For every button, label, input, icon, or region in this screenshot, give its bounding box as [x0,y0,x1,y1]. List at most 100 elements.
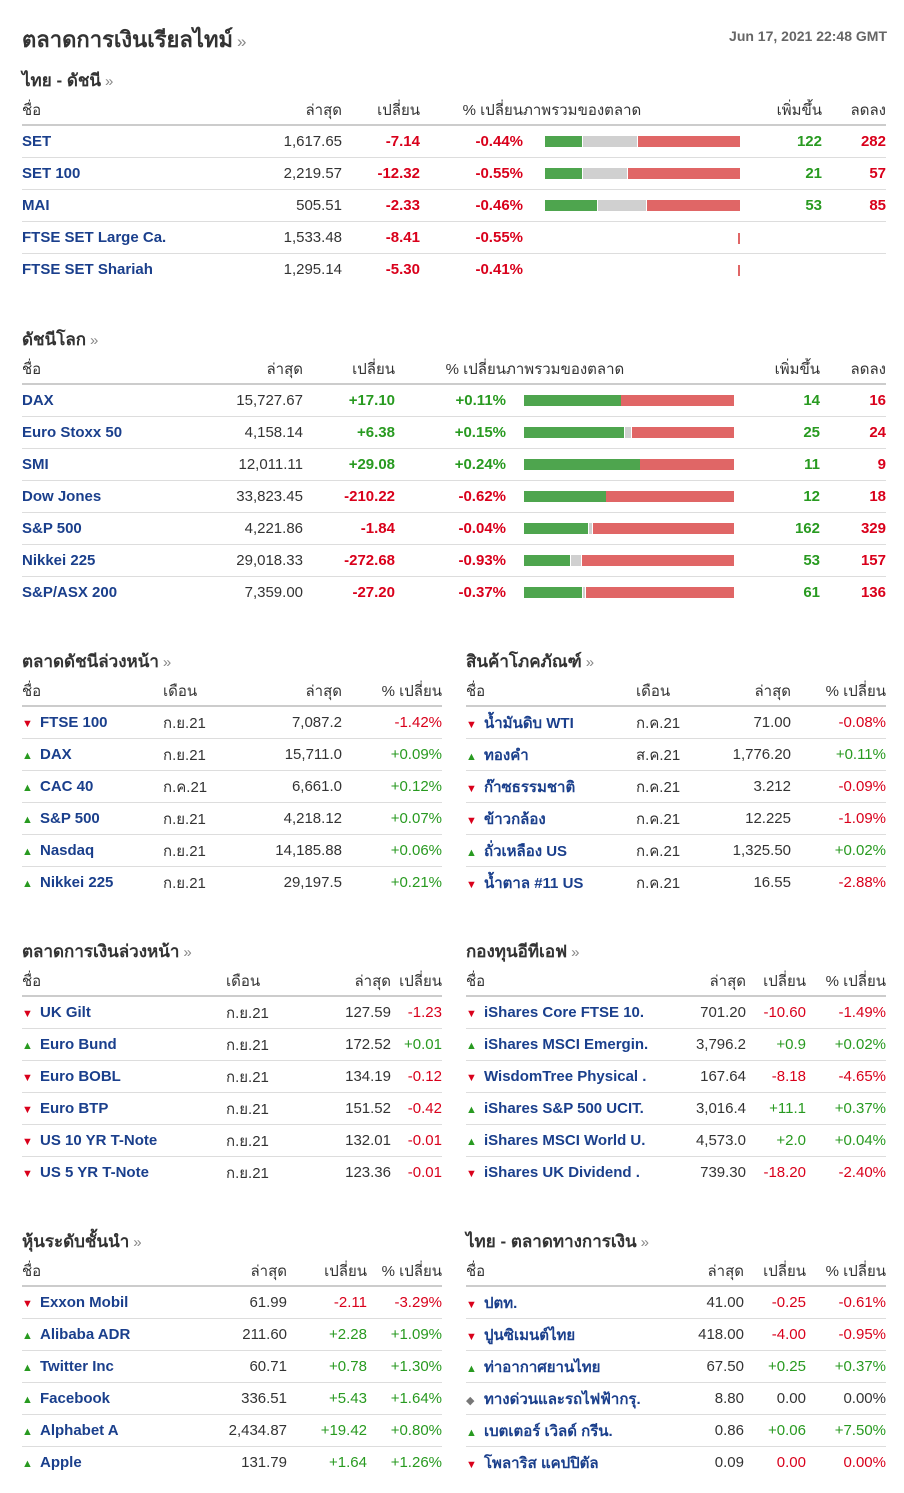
instrument-name-link[interactable]: ▲ CAC 40 [22,770,163,803]
col-header[interactable]: ชื่อ [22,677,163,707]
table-row[interactable]: ▲ Alphabet A 2,434.87 +19.42 +0.80% [22,1414,442,1447]
instrument-name-link[interactable]: ▲ ท่าอากาศยานไทย [466,1350,676,1383]
table-row[interactable]: ▼ US 5 YR T-Note ก.ย.21 123.36 -0.01 [22,1157,442,1189]
instrument-name-link[interactable]: ▼ ปตท. [466,1286,676,1319]
instrument-name-link[interactable]: ▲ ทองคำ [466,738,636,771]
col-header[interactable]: ชื่อ [466,677,636,707]
index-name-link[interactable]: MAI [22,189,207,222]
col-header[interactable]: % เปลี่ยน [791,677,886,707]
instrument-name-link[interactable]: ▲ Facebook [22,1382,197,1415]
table-row[interactable]: ▲ CAC 40 ก.ค.21 6,661.0 +0.12% [22,770,442,803]
instrument-name-link[interactable]: ▲ Twitter Inc [22,1350,197,1383]
instrument-name-link[interactable]: ▼ iShares UK Dividend . [466,1157,676,1189]
instrument-name-link[interactable]: ▼ ปูนซิเมนต์ไทย [466,1318,676,1351]
col-header[interactable]: เปลี่ยน [746,967,806,997]
table-row[interactable]: ▲ ทองคำ ส.ค.21 1,776.20 +0.11% [466,738,886,771]
col-header[interactable]: ชื่อ [22,967,226,997]
col-header[interactable]: เปลี่ยน [744,1257,806,1287]
table-row[interactable]: ▲ Euro Bund ก.ย.21 172.52 +0.01 [22,1028,442,1061]
table-row[interactable]: ▲ S&P 500 ก.ย.21 4,218.12 +0.07% [22,802,442,835]
col-header[interactable]: % เปลี่ยน [367,1257,442,1287]
table-row[interactable]: ▼ น้ำมันดิบ WTI ก.ค.21 71.00 -0.08% [466,706,886,739]
instrument-name-link[interactable]: ▲ DAX [22,738,163,771]
table-row[interactable]: ▼ iShares UK Dividend . 739.30 -18.20 -2.40% [466,1157,886,1189]
col-header[interactable]: ล่าสุด [207,96,342,126]
table-row[interactable]: ◆ ทางด่วนและรถไฟฟ้ากรุ. 8.80 0.00 0.00% [466,1382,886,1415]
table-row[interactable]: ▲ Apple 131.79 +1.64 +1.26% [22,1447,442,1479]
table-row[interactable]: ▼ Euro BOBL ก.ย.21 134.19 -0.12 [22,1060,442,1093]
table-row[interactable]: ▼ ข้าวกล้อง ก.ค.21 12.225 -1.09% [466,802,886,835]
col-header[interactable]: ล่าสุด [296,967,391,997]
table-row[interactable]: ▼ โพลาริส แคปปิตัล 0.09 0.00 0.00% [466,1447,886,1479]
table-row[interactable]: ▲ iShares MSCI World U. 4,573.0 +2.0 +0.04% [466,1124,886,1157]
table-row[interactable]: Nikkei 225 29,018.33 -272.68 -0.93% 53 157 [22,544,886,577]
instrument-name-link[interactable]: ▲ Euro Bund [22,1028,226,1061]
section-title[interactable]: ดัชนีโลก» [22,330,99,349]
instrument-name-link[interactable]: ▼ US 5 YR T-Note [22,1157,226,1189]
col-header[interactable]: % เปลี่ยน [806,1257,886,1287]
table-row[interactable]: ▲ Nikkei 225 ก.ย.21 29,197.5 +0.21% [22,867,442,899]
col-header[interactable]: ชื่อ [22,1257,197,1287]
col-header[interactable]: ล่าสุด [253,677,342,707]
col-header[interactable]: ลดลง [820,355,886,385]
index-name-link[interactable]: SET 100 [22,157,207,190]
col-header[interactable]: ชื่อ [22,355,182,385]
index-name-link[interactable]: DAX [22,384,182,417]
instrument-name-link[interactable]: ▼ Exxon Mobil [22,1286,197,1319]
instrument-name-link[interactable]: ▼ ข้าวกล้อง [466,802,636,835]
table-row[interactable]: SMI 12,011.11 +29.08 +0.24% 11 9 [22,448,886,481]
table-row[interactable]: FTSE SET Shariah 1,295.14 -5.30 -0.41% [22,254,886,286]
table-row[interactable]: ▼ ปูนซิเมนต์ไทย 418.00 -4.00 -0.95% [466,1318,886,1351]
table-row[interactable]: ▼ US 10 YR T-Note ก.ย.21 132.01 -0.01 [22,1124,442,1157]
section-title[interactable]: ไทย - ตลาดทางการเงิน» [466,1232,649,1251]
index-name-link[interactable]: Dow Jones [22,480,182,513]
instrument-name-link[interactable]: ◆ ทางด่วนและรถไฟฟ้ากรุ. [466,1382,676,1415]
instrument-name-link[interactable]: ▼ US 10 YR T-Note [22,1124,226,1157]
instrument-name-link[interactable]: ▲ ถั่วเหลือง US [466,834,636,867]
table-row[interactable]: ▲ Twitter Inc 60.71 +0.78 +1.30% [22,1350,442,1383]
col-header[interactable]: เปลี่ยน [303,355,395,385]
instrument-name-link[interactable]: ▼ WisdomTree Physical . [466,1060,676,1093]
index-name-link[interactable]: FTSE SET Shariah [22,261,153,278]
instrument-name-link[interactable]: ▼ ก๊าซธรรมชาติ [466,770,636,803]
section-title[interactable]: ไทย - ดัชนี» [22,71,114,90]
instrument-name-link[interactable]: ▼ FTSE 100 [22,706,163,739]
col-header[interactable]: ลดลง [822,96,886,126]
index-name-link[interactable]: Euro Stoxx 50 [22,416,182,449]
instrument-name-link[interactable]: ▲ Alphabet A [22,1414,197,1447]
col-header[interactable]: เพิ่มขึ้น [740,96,822,126]
section-title[interactable]: ตลาดการเงินล่วงหน้า» [22,942,192,961]
instrument-name-link[interactable]: ▲ Apple [22,1447,197,1479]
index-name-link[interactable]: FTSE SET Large Ca. [22,221,207,254]
col-header[interactable]: % เปลี่ยน [806,967,886,997]
table-row[interactable]: DAX 15,727.67 +17.10 +0.11% 14 16 [22,384,886,417]
instrument-name-link[interactable]: ▼ Euro BOBL [22,1060,226,1093]
table-row[interactable]: ▼ น้ำตาล #11 US ก.ค.21 16.55 -2.88% [466,867,886,899]
col-header[interactable]: เดือน [636,677,711,707]
table-row[interactable]: FTSE SET Large Ca. 1,533.48 -8.41 -0.55% [22,221,886,254]
index-name-link[interactable]: S&P 500 [22,512,182,545]
col-header[interactable]: เดือน [163,677,253,707]
instrument-name-link[interactable]: ▲ เบตเตอร์ เวิลด์ กรีน. [466,1414,676,1447]
instrument-name-link[interactable]: ▲ iShares MSCI Emergin. [466,1028,676,1061]
col-header[interactable]: % เปลี่ยน [420,96,523,126]
section-title[interactable]: หุ้นระดับชั้นนำ» [22,1232,142,1251]
index-name-link[interactable]: SMI [22,448,182,481]
col-header[interactable]: ชื่อ [466,1257,676,1287]
index-name-link[interactable]: Nikkei 225 [22,544,182,577]
col-header[interactable]: เปลี่ยน [391,967,442,997]
section-title[interactable]: ตลาดดัชนีล่วงหน้า» [22,652,172,671]
table-row[interactable]: ▲ Facebook 336.51 +5.43 +1.64% [22,1382,442,1415]
col-header[interactable]: เปลี่ยน [287,1257,367,1287]
table-row[interactable]: ▼ ปตท. 41.00 -0.25 -0.61% [466,1286,886,1319]
table-row[interactable]: ▲ Nasdaq ก.ย.21 14,185.88 +0.06% [22,834,442,867]
table-row[interactable]: ▼ WisdomTree Physical . 167.64 -8.18 -4.65% [466,1060,886,1093]
table-row[interactable]: MAI 505.51 -2.33 -0.46% 53 85 [22,189,886,222]
col-header[interactable]: ล่าสุด [676,1257,744,1287]
instrument-name-link[interactable]: ▼ iShares Core FTSE 10. [466,996,676,1029]
table-row[interactable]: ▼ FTSE 100 ก.ย.21 7,087.2 -1.42% [22,706,442,739]
table-row[interactable]: ▲ ท่าอากาศยานไทย 67.50 +0.25 +0.37% [466,1350,886,1383]
table-row[interactable]: ▲ iShares S&P 500 UCIT. 3,016.4 +11.1 +0.37% [466,1092,886,1125]
table-row[interactable]: Euro Stoxx 50 4,158.14 +6.38 +0.15% 25 24 [22,416,886,449]
page-title[interactable]: ตลาดการเงินเรียลไทม์» [22,27,247,52]
